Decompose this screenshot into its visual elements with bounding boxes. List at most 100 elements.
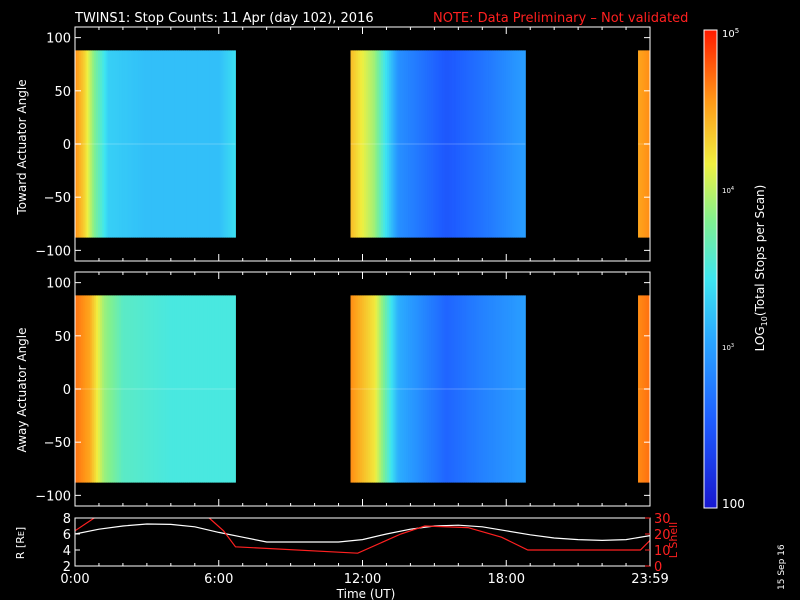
heatmap-cell (176, 295, 179, 483)
heatmap-cell (415, 295, 419, 483)
heatmap-cell (388, 50, 392, 238)
heatmap-cell (105, 295, 108, 483)
ytick-left-label: 6 (63, 528, 71, 543)
ytick-left-label: 8 (63, 512, 71, 527)
heatmap-cell (425, 295, 428, 483)
heatmap-cell (394, 50, 397, 238)
heatmap-cell (434, 295, 438, 483)
heatmap-cell (92, 50, 95, 238)
heatmap-cell (165, 295, 168, 483)
heatmap-cell (90, 295, 93, 483)
heatmap-cell (155, 50, 158, 238)
heatmap-cell (98, 295, 101, 483)
heatmap-cell (90, 50, 93, 238)
heatmap-cell (191, 50, 195, 238)
colorbar-tick-low: 103 (722, 343, 734, 352)
xtick-label: 6:00 (204, 572, 233, 587)
heatmap-cell (122, 295, 126, 483)
heatmap-cell (362, 50, 365, 238)
heatmap-cell (369, 50, 373, 238)
heatmap-cell (484, 50, 488, 238)
heatmap-cell (505, 295, 509, 483)
heatmap-cell (149, 50, 153, 238)
heatmap-cell (138, 50, 141, 238)
heatmap-cell (371, 295, 374, 483)
heatmap-cell (191, 295, 195, 483)
heatmap-cell (461, 50, 465, 238)
heatmap-cell (398, 50, 401, 238)
heatmap-cell (505, 50, 509, 238)
heatmap-cell (641, 50, 645, 238)
heatmap-cell (383, 295, 386, 483)
heatmap-cell (467, 50, 470, 238)
heatmap-cell (501, 295, 505, 483)
heatmap-cell (436, 50, 440, 238)
date-stamp: 15 Sep 16 (777, 544, 787, 590)
heatmap-cell (478, 295, 482, 483)
heatmap-cell (157, 50, 160, 238)
heatmap-cell (155, 295, 158, 483)
heatmap-cell (511, 295, 514, 483)
heatmap-cell (119, 50, 122, 238)
heatmap-cell (140, 295, 143, 483)
heatmap-cell (145, 295, 149, 483)
heatmap-cell (224, 295, 227, 483)
heatmap-cell (463, 295, 466, 483)
heatmap-cell (450, 295, 453, 483)
heatmap-cell (153, 295, 156, 483)
heatmap-cell (427, 50, 430, 238)
heatmap-cell (113, 295, 116, 483)
heatmap-cell (172, 50, 176, 238)
heatmap-cell (469, 50, 472, 238)
heatmap-cell (459, 50, 463, 238)
ytick-right-label: 20 (654, 528, 671, 543)
heatmap-cell (209, 295, 212, 483)
heatmap-cell (457, 295, 461, 483)
heatmap-cell (452, 50, 455, 238)
heatmap-cell (394, 295, 397, 483)
heatmap-cell (159, 50, 162, 238)
heatmap-cell (117, 50, 120, 238)
heatmap-cell (509, 295, 512, 483)
heatmap-cell (467, 295, 470, 483)
heatmap-cell (232, 50, 235, 238)
heatmap-cell (432, 50, 436, 238)
heatmap-cell (234, 50, 236, 238)
heatmap-cell (147, 50, 151, 238)
heatmap-cell (513, 295, 516, 483)
ytick-label: 50 (54, 330, 71, 345)
heatmap-cell (480, 50, 484, 238)
heatmap-cell (188, 50, 191, 238)
heatmap-cell (174, 295, 177, 483)
heatmap-cell (186, 295, 189, 483)
heatmap-cell (168, 295, 172, 483)
heatmap-cell (99, 50, 103, 238)
heatmap-cell (448, 295, 451, 483)
heatmap-cell (124, 50, 128, 238)
heatmap-cell (142, 295, 145, 483)
ytick-right-label: 10 (654, 544, 671, 559)
heatmap-cell (121, 50, 124, 238)
heatmap-cell (178, 50, 181, 238)
heatmap-cell (457, 50, 461, 238)
heatmap-cell (498, 295, 501, 483)
heatmap-cell (234, 295, 236, 483)
heatmap-cell (360, 50, 363, 238)
heatmap-cell (446, 295, 449, 483)
orbit-panel-frame (74, 517, 651, 567)
heatmap-cell (486, 295, 489, 483)
heatmap-cell (371, 50, 374, 238)
heatmap-cell (385, 50, 388, 238)
heatmap-cell (490, 50, 493, 238)
heatmap-cell (442, 50, 445, 238)
heatmap-cell (507, 295, 511, 483)
heatmap-cell (103, 50, 107, 238)
heatmap-cell (425, 50, 428, 238)
lshell-series-line (75, 518, 650, 554)
ytick-left-label: 2 (63, 560, 71, 575)
heatmap-cell (423, 50, 426, 238)
heatmap-cell (377, 50, 380, 238)
colorbar (703, 29, 718, 509)
heatmap-cell (172, 295, 176, 483)
heatmap-cell (641, 295, 645, 483)
